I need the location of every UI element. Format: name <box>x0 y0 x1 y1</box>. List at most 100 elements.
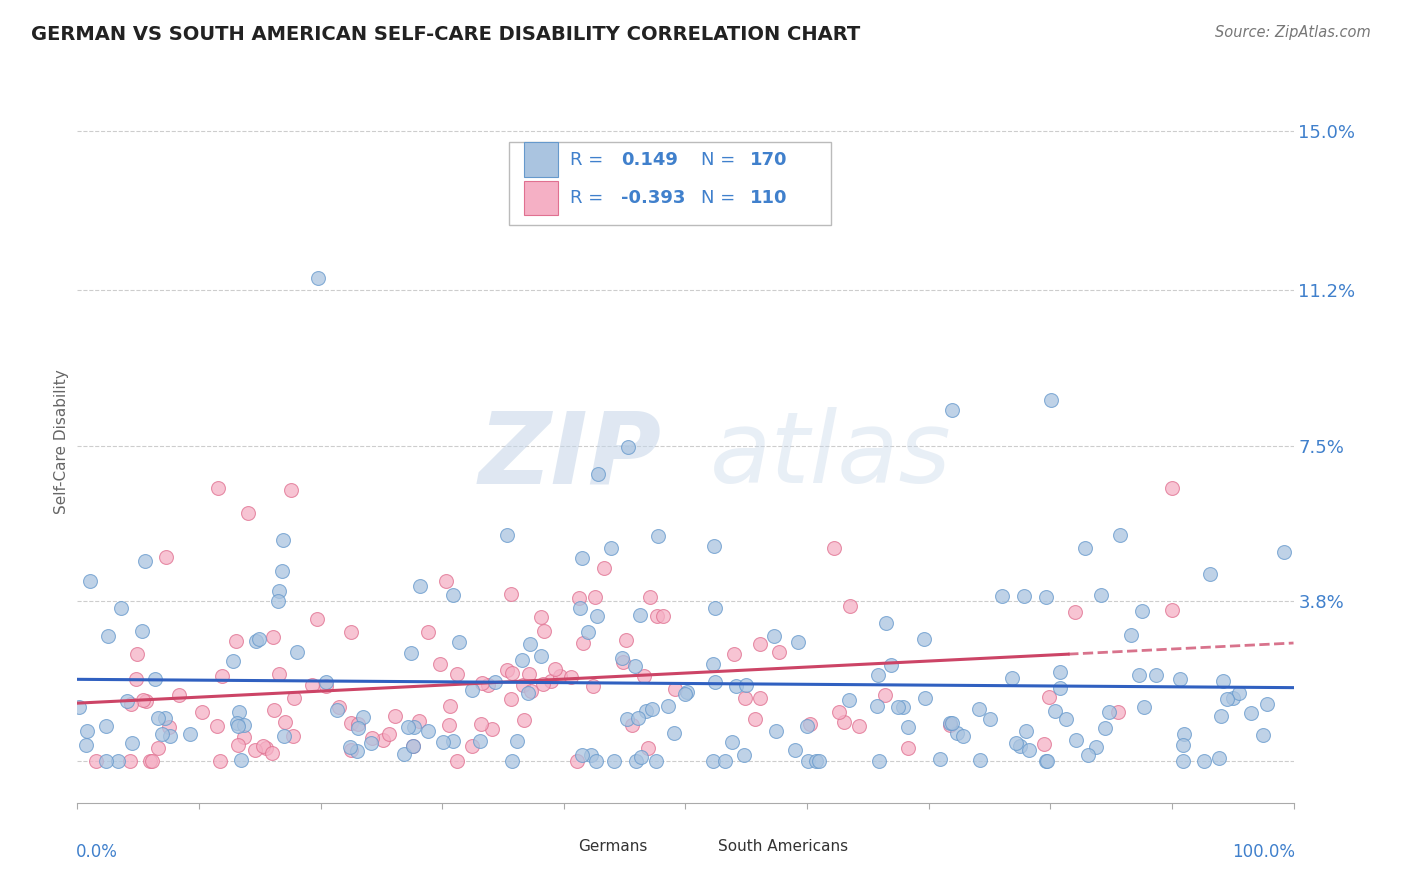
Point <box>702 657 724 671</box>
Point <box>533 624 555 639</box>
Point <box>1035 754 1057 768</box>
Point <box>107 754 129 768</box>
Point <box>1171 738 1194 752</box>
Point <box>762 629 785 643</box>
Point <box>941 715 963 730</box>
Point <box>506 734 529 748</box>
Point <box>637 741 659 756</box>
Point <box>134 554 156 568</box>
Point <box>75 739 97 753</box>
Point <box>79 574 101 589</box>
Point <box>748 690 770 705</box>
Point <box>912 632 935 646</box>
Point <box>641 702 664 716</box>
Point <box>307 270 329 285</box>
Point <box>1012 589 1035 603</box>
Point <box>121 736 143 750</box>
Point <box>626 711 648 725</box>
Point <box>1119 628 1142 642</box>
Point <box>225 633 247 648</box>
Point <box>1074 541 1097 556</box>
Point <box>620 717 643 731</box>
Point <box>205 719 228 733</box>
Point <box>271 533 294 548</box>
Point <box>179 726 201 740</box>
Point <box>1039 392 1062 407</box>
Point <box>1090 588 1112 602</box>
Point <box>263 703 285 717</box>
Point <box>603 754 626 768</box>
Point <box>1171 754 1194 768</box>
Point <box>704 675 727 690</box>
Point <box>702 754 724 768</box>
Point <box>361 731 384 745</box>
Bar <box>546 833 572 861</box>
Point <box>501 754 523 768</box>
Point <box>828 705 851 719</box>
Point <box>446 754 468 768</box>
Point <box>768 645 790 659</box>
Point <box>1018 743 1040 757</box>
Point <box>734 691 756 706</box>
Point <box>645 609 668 624</box>
Point <box>657 698 679 713</box>
Point <box>1094 721 1116 735</box>
Point <box>120 698 142 712</box>
Point <box>1240 706 1263 721</box>
Point <box>664 725 686 739</box>
Point <box>979 712 1001 726</box>
Point <box>1198 567 1220 582</box>
Point <box>785 743 807 757</box>
Point <box>548 668 571 682</box>
Point <box>146 740 169 755</box>
Point <box>283 729 305 743</box>
Text: 110: 110 <box>749 189 787 207</box>
Point <box>1001 671 1024 685</box>
Point <box>838 599 860 613</box>
Point <box>568 591 591 605</box>
Point <box>567 754 589 768</box>
Point <box>301 678 323 692</box>
Point <box>652 609 675 624</box>
Point <box>167 688 190 702</box>
Point <box>1161 481 1184 495</box>
Point <box>236 506 259 520</box>
Point <box>131 624 153 638</box>
Point <box>560 670 582 684</box>
Point <box>437 718 460 732</box>
Point <box>1227 686 1250 700</box>
Point <box>749 637 772 651</box>
Point <box>1008 739 1031 753</box>
Point <box>125 673 148 687</box>
Point <box>269 667 291 681</box>
Point <box>228 719 250 733</box>
Point <box>614 633 637 648</box>
Point <box>477 678 499 692</box>
Point <box>612 650 634 665</box>
Point <box>838 693 860 707</box>
Point <box>222 654 245 668</box>
Point <box>866 698 889 713</box>
Point <box>1173 727 1195 741</box>
Text: R =: R = <box>569 151 603 169</box>
Point <box>1098 706 1121 720</box>
Point <box>446 667 468 681</box>
Point <box>209 754 232 768</box>
Text: ZIP: ZIP <box>478 408 661 505</box>
Point <box>110 601 132 615</box>
Point <box>880 658 903 673</box>
Point <box>583 590 606 604</box>
Point <box>1054 712 1077 726</box>
Point <box>1043 704 1066 718</box>
Point <box>519 637 541 651</box>
Point <box>704 601 727 615</box>
Point <box>499 692 522 706</box>
Point <box>305 612 328 626</box>
Point <box>724 679 747 693</box>
Point <box>807 754 830 768</box>
Point <box>612 655 634 669</box>
Point <box>1064 605 1087 619</box>
Point <box>512 678 534 692</box>
Point <box>1085 740 1108 755</box>
Point <box>806 754 828 768</box>
